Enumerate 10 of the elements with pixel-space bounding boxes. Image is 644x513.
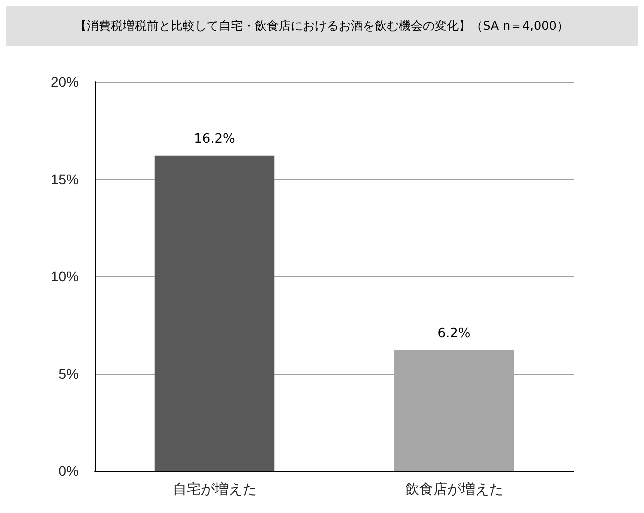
y-tick-label: 20% <box>50 74 79 90</box>
data-label: 6.2% <box>438 326 471 342</box>
data-label: 16.2% <box>194 132 236 147</box>
chart-title: 【消費税増税前と比較して自宅・飲食店におけるお酒を飲む機会の変化】（SA n＝4,000） <box>6 6 638 46</box>
y-tick-label: 5% <box>58 366 79 382</box>
y-tick-label: 10% <box>50 268 79 284</box>
y-tick-label: 15% <box>50 171 79 188</box>
x-tick-label: 飲食店が増えた <box>405 481 504 498</box>
x-tick-label: 自宅が増えた <box>172 481 257 498</box>
y-tick-label: 0% <box>58 463 79 479</box>
